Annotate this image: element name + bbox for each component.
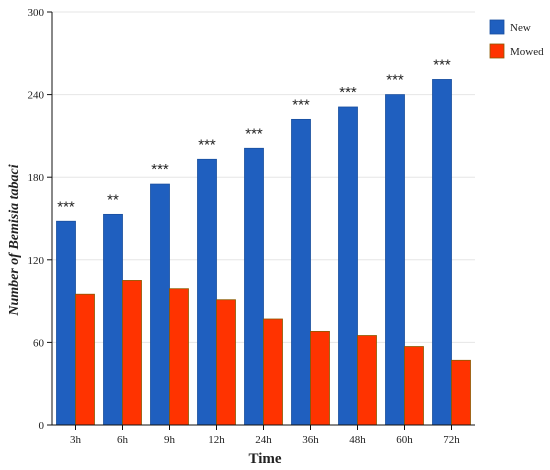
- x-tick-label: 3h: [70, 434, 82, 446]
- significance-marker: ***: [339, 84, 357, 101]
- bar-new-48h: [338, 106, 358, 426]
- bar-new-60h: [385, 94, 405, 426]
- significance-marker: **: [107, 191, 119, 208]
- legend-label-new: New: [510, 22, 531, 34]
- y-tick-label: 120: [28, 255, 45, 267]
- bar-mowed-72h: [451, 359, 471, 426]
- x-tick-label: 48h: [349, 434, 366, 446]
- bar-new-72h: [432, 79, 452, 426]
- bar-new-6h: [103, 213, 123, 426]
- significance-marker: ***: [151, 161, 169, 178]
- legend-swatch-new: [489, 19, 505, 35]
- significance-marker: ***: [245, 125, 263, 142]
- bar-new-36h: [291, 118, 311, 426]
- significance-marker: ***: [57, 198, 75, 215]
- x-tick-label: 12h: [208, 434, 225, 446]
- legend: New Mowed: [489, 19, 544, 59]
- x-tick-label: 24h: [255, 434, 272, 446]
- y-tick-label: 180: [28, 172, 45, 184]
- y-axis-title: Number of Bemisia tabaci: [7, 164, 22, 316]
- significance-marker: ***: [433, 56, 451, 73]
- bar-new-9h: [150, 183, 170, 426]
- x-tick-label: 36h: [302, 434, 319, 446]
- bar-new-12h: [197, 158, 217, 426]
- bar-mowed-36h: [310, 330, 330, 426]
- x-tick-label: 72h: [443, 434, 460, 446]
- legend-label-mowed: Mowed: [510, 46, 544, 58]
- bar-layer: [56, 79, 471, 426]
- bar-mowed-12h: [216, 299, 236, 426]
- significance-marker: ***: [198, 136, 216, 153]
- legend-swatch-mowed: [489, 43, 505, 59]
- bar-new-24h: [244, 147, 264, 426]
- bar-mowed-48h: [357, 335, 377, 426]
- x-tick-label: 6h: [117, 434, 129, 446]
- y-tick-label: 300: [28, 7, 45, 19]
- bar-mowed-9h: [169, 288, 189, 426]
- significance-layer: *** ***********************: [57, 56, 451, 215]
- y-tick-label: 60: [33, 337, 45, 349]
- significance-marker: ***: [386, 72, 404, 89]
- axis-layer: 0 60 120 180 240 300 3h 6h 9h 12h 24h 36h 48h 60h 72h: [28, 7, 475, 446]
- x-tick-label: 60h: [396, 434, 413, 446]
- significance-marker: ***: [292, 96, 310, 113]
- bar-mowed-6h: [122, 280, 142, 426]
- bar-mowed-3h: [75, 293, 95, 426]
- y-tick-label: 0: [39, 420, 45, 432]
- x-tick-label: 9h: [164, 434, 176, 446]
- y-tick-label: 240: [28, 90, 45, 102]
- x-axis-title: Time: [248, 451, 281, 467]
- bar-mowed-24h: [263, 318, 283, 426]
- bar-new-3h: [56, 220, 76, 426]
- bar-mowed-60h: [404, 346, 424, 426]
